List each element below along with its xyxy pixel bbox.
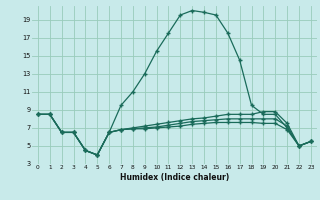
X-axis label: Humidex (Indice chaleur): Humidex (Indice chaleur) <box>120 173 229 182</box>
